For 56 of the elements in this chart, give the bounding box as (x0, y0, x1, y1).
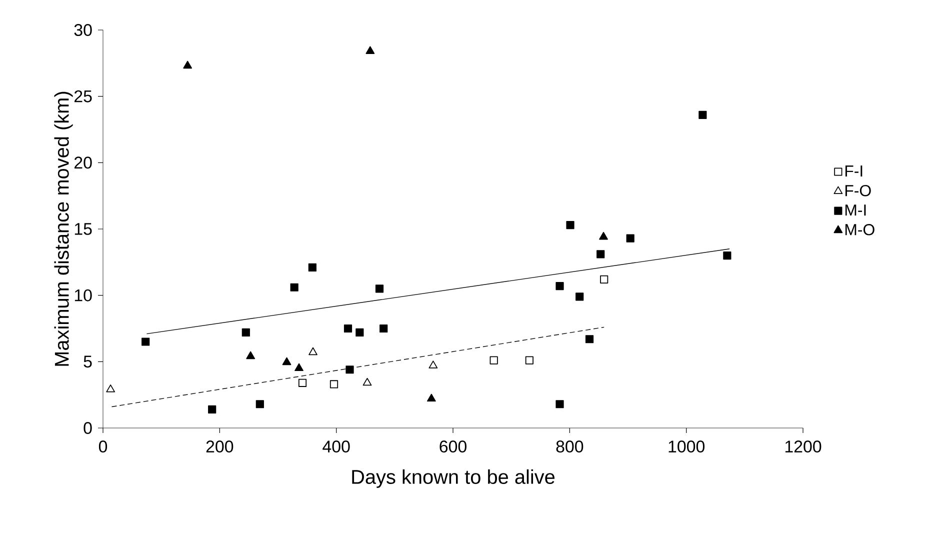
point (183, 60, 192, 69)
y-tick-label: 5 (84, 356, 92, 368)
point (723, 251, 732, 260)
y-tick-label: 0 (84, 422, 92, 434)
point (256, 400, 264, 408)
point (344, 324, 352, 333)
x-tick-label: 0 (98, 440, 108, 453)
y-tick-label: 10 (74, 289, 92, 302)
x-tick-label: 600 (440, 440, 466, 453)
point (380, 324, 388, 333)
x-tick-label: 400 (322, 440, 350, 453)
point (596, 250, 605, 258)
point (362, 378, 372, 386)
point (556, 282, 564, 290)
x-tick-label: 800 (556, 440, 584, 453)
point (426, 394, 436, 402)
legend-label: F-O (845, 184, 871, 196)
point (366, 46, 375, 54)
point (330, 380, 338, 388)
point (556, 400, 564, 408)
y-tick-label: 15 (74, 223, 92, 235)
x-tick-label: 200 (206, 440, 234, 453)
point (308, 263, 316, 272)
point (290, 283, 298, 292)
y-tick-label: 20 (74, 156, 92, 169)
point (298, 378, 307, 387)
y-tick-label: 25 (74, 90, 92, 102)
point (566, 220, 574, 230)
legend-label: M-O (845, 224, 874, 236)
point (585, 335, 594, 344)
point (246, 351, 256, 360)
legend-label: M-I (845, 204, 866, 216)
point (308, 347, 318, 356)
point (356, 328, 364, 337)
x-axis-title: Days known to be alive (352, 469, 555, 488)
point (106, 384, 116, 392)
point (294, 363, 304, 372)
y-tick-label: 30 (74, 24, 92, 36)
point (428, 360, 438, 368)
point (142, 338, 150, 346)
point (525, 356, 534, 364)
point (242, 328, 250, 337)
point (599, 232, 608, 240)
point (626, 234, 634, 242)
point (600, 275, 608, 284)
point (282, 357, 292, 366)
legend-label: F-I (845, 166, 862, 176)
point (375, 284, 384, 293)
point (576, 292, 584, 301)
point (346, 366, 354, 374)
point (698, 110, 707, 119)
x-tick-label: 1000 (668, 440, 705, 453)
point (490, 356, 498, 364)
point (208, 405, 216, 414)
y-axis-title: Maximum distance moved (km) (54, 92, 73, 366)
x-tick-label: 1200 (785, 440, 822, 453)
